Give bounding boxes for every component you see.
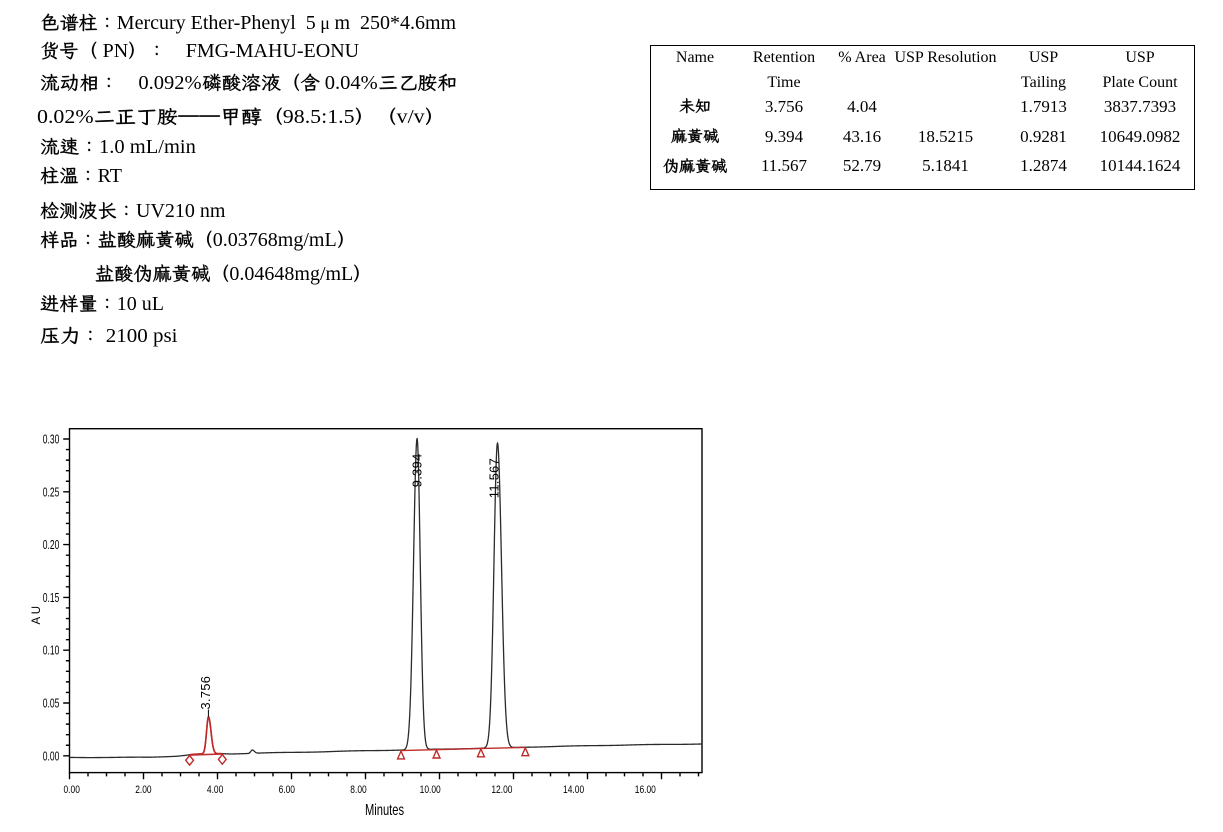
svg-text:0.05: 0.05 <box>43 697 60 711</box>
svg-text:A U: A U <box>31 606 43 625</box>
svg-text:0.00: 0.00 <box>63 784 80 797</box>
svg-text:0.20: 0.20 <box>43 538 60 552</box>
svg-text:10.00: 10.00 <box>420 784 441 797</box>
svg-text:12.00: 12.00 <box>491 784 512 797</box>
svg-text:16.00: 16.00 <box>635 784 656 797</box>
svg-text:0.00: 0.00 <box>43 750 60 764</box>
svg-text:0.25: 0.25 <box>43 486 60 500</box>
svg-text:Minutes: Minutes <box>365 801 404 818</box>
svg-text:2.00: 2.00 <box>135 784 152 797</box>
svg-text:8.00: 8.00 <box>350 784 367 797</box>
svg-text:6.00: 6.00 <box>279 784 296 797</box>
svg-text:9.394: 9.394 <box>409 453 424 487</box>
svg-text:14.00: 14.00 <box>563 784 584 797</box>
svg-text:0.15: 0.15 <box>43 591 60 605</box>
svg-text:0.30: 0.30 <box>43 433 60 447</box>
svg-text:3.756: 3.756 <box>198 676 213 710</box>
svg-text:11.567: 11.567 <box>487 458 502 498</box>
svg-text:4.00: 4.00 <box>207 784 224 797</box>
svg-text:0.10: 0.10 <box>43 644 60 658</box>
